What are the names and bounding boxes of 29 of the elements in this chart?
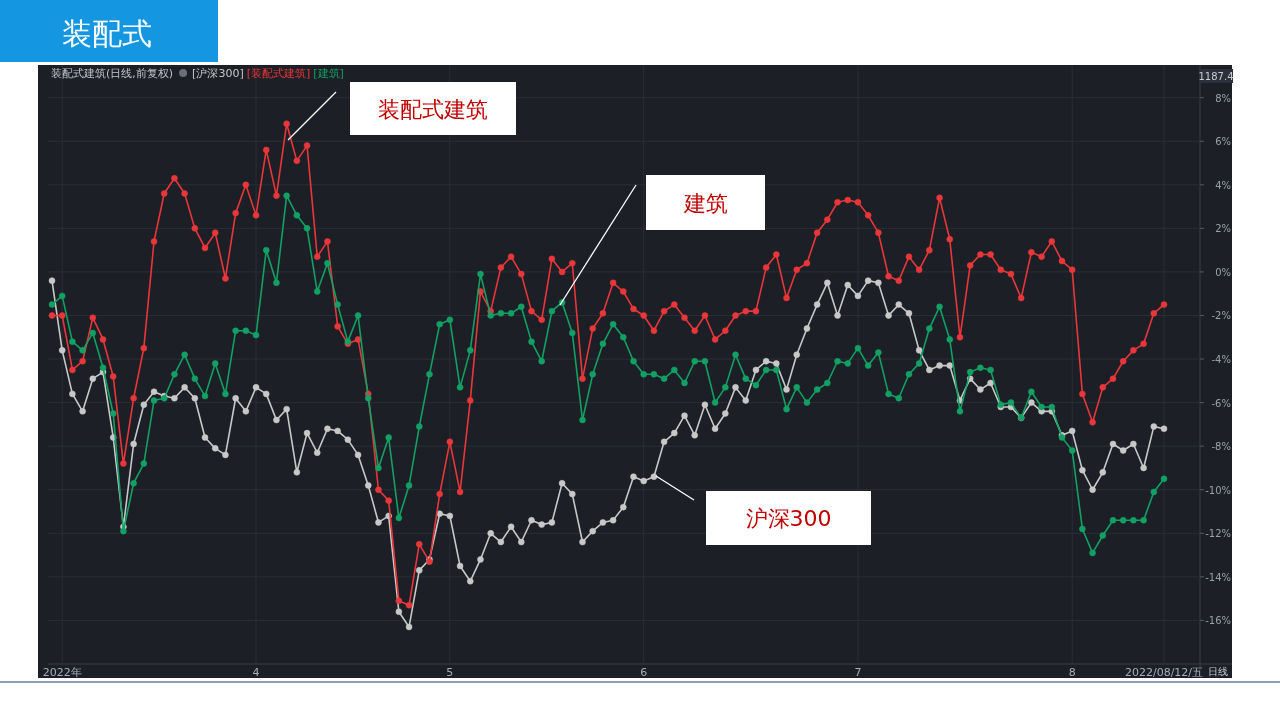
text: 日线 bbox=[1208, 666, 1228, 677]
y-tick-label: 0% bbox=[1215, 266, 1231, 278]
y-tick-label: 2% bbox=[1215, 223, 1231, 235]
annotation: 装配式建筑 bbox=[378, 96, 488, 122]
text: [装配式建筑] bbox=[246, 67, 311, 80]
x-tick-label: 7 bbox=[854, 666, 862, 679]
y-tick-label: -10% bbox=[1205, 484, 1231, 496]
y-tick-label: -16% bbox=[1205, 615, 1231, 627]
text: [建筑] bbox=[313, 67, 344, 80]
annotation: 沪深300 bbox=[745, 506, 832, 531]
x-tick-label: 8 bbox=[1068, 666, 1076, 679]
y-tick-label: 8% bbox=[1215, 92, 1231, 104]
text: [沪深300] bbox=[192, 67, 244, 80]
y-tick-label: 6% bbox=[1215, 136, 1231, 148]
y-tick-label: 4% bbox=[1215, 179, 1231, 191]
y-tick-label: -8% bbox=[1211, 441, 1231, 453]
x-tick-label: 2022/08/12/五 bbox=[1124, 666, 1204, 679]
x-tick-label: 2022年 bbox=[42, 666, 82, 679]
x-tick-label: 4 bbox=[252, 666, 260, 679]
y-tick-label: -12% bbox=[1205, 528, 1231, 540]
x-tick-label: 6 bbox=[640, 666, 648, 679]
annotation: 建筑 bbox=[682, 190, 728, 216]
y-tick-label: -2% bbox=[1211, 310, 1231, 322]
x-tick-label: 5 bbox=[446, 666, 454, 679]
y-tick-label: -14% bbox=[1205, 571, 1231, 583]
y-tick-label: -6% bbox=[1211, 397, 1231, 409]
chart-subtitle: 装配式建筑(日线,前复权) bbox=[51, 67, 174, 80]
y-tick-label: -4% bbox=[1211, 354, 1231, 366]
chart-title: 装配式 bbox=[62, 16, 152, 51]
